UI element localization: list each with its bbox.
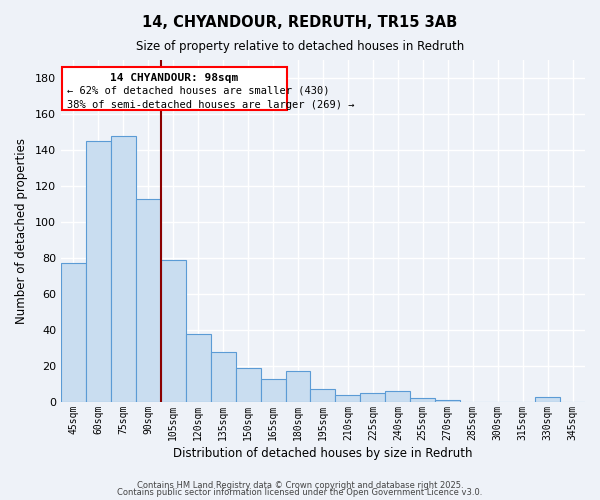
Bar [136,198,161,402]
Bar [310,390,335,402]
Text: 14 CHYANDOUR: 98sqm: 14 CHYANDOUR: 98sqm [110,72,239,83]
Text: 38% of semi-detached houses are larger (269) →: 38% of semi-detached houses are larger (… [67,100,355,110]
Bar [61,264,86,402]
Bar [260,378,286,402]
Text: 14, CHYANDOUR, REDRUTH, TR15 3AB: 14, CHYANDOUR, REDRUTH, TR15 3AB [142,15,458,30]
Bar [286,372,310,402]
Bar [62,67,287,110]
Bar [410,398,435,402]
Text: Contains HM Land Registry data © Crown copyright and database right 2025.: Contains HM Land Registry data © Crown c… [137,480,463,490]
Bar [535,396,560,402]
Bar [361,393,385,402]
Bar [111,136,136,402]
Y-axis label: Number of detached properties: Number of detached properties [15,138,28,324]
Bar [236,368,260,402]
Bar [86,141,111,402]
Text: Contains public sector information licensed under the Open Government Licence v3: Contains public sector information licen… [118,488,482,497]
X-axis label: Distribution of detached houses by size in Redruth: Distribution of detached houses by size … [173,447,473,460]
Bar [211,352,236,402]
Text: Size of property relative to detached houses in Redruth: Size of property relative to detached ho… [136,40,464,53]
Bar [385,391,410,402]
Bar [435,400,460,402]
Text: ← 62% of detached houses are smaller (430): ← 62% of detached houses are smaller (43… [67,85,329,95]
Bar [335,395,361,402]
Bar [186,334,211,402]
Bar [161,260,186,402]
